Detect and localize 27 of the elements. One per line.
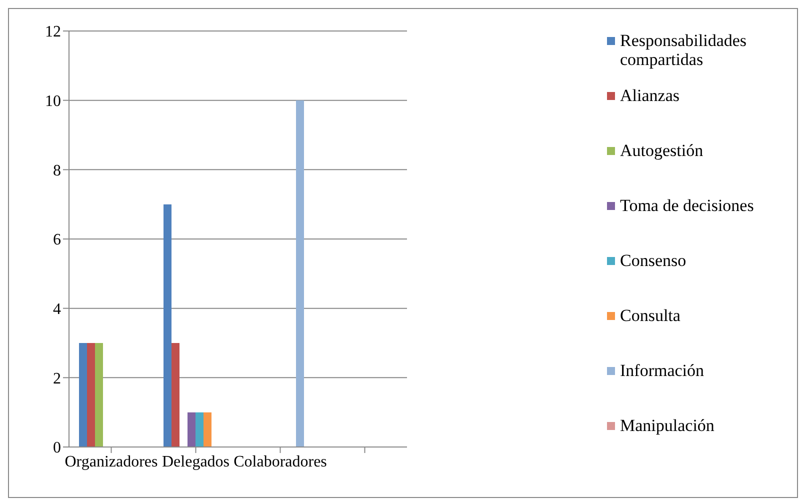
bar (204, 412, 212, 447)
y-tick-label: 10 (45, 93, 61, 110)
legend-label: Autogestión (620, 141, 704, 160)
y-tick-label: 6 (53, 232, 61, 249)
bar (172, 343, 180, 447)
bar (296, 100, 304, 447)
legend-label: Consenso (620, 251, 686, 270)
legend-label: Manipulación (620, 416, 714, 435)
bar (79, 343, 87, 447)
y-tick-label: 12 (45, 24, 61, 41)
x-tick-label: Colaboradores (234, 453, 327, 470)
bar (87, 343, 95, 447)
legend-label: Responsabilidades compartidas (620, 31, 748, 69)
x-tick-label: Delegados (162, 453, 230, 470)
bar (164, 204, 172, 447)
legend-label: Información (620, 361, 704, 380)
bar (196, 412, 204, 447)
y-tick-label: 8 (53, 162, 61, 180)
legend-label: Consulta (620, 306, 680, 325)
y-tick-label: 0 (53, 440, 61, 457)
y-tick-label: 4 (53, 301, 61, 318)
bar (95, 343, 103, 447)
legend-label: Toma de decisiones (620, 196, 754, 215)
y-tick-label: 2 (53, 370, 61, 388)
bar (188, 412, 196, 447)
legend-label: Alianzas (620, 86, 680, 105)
x-tick-label: Organizadores (64, 453, 158, 470)
